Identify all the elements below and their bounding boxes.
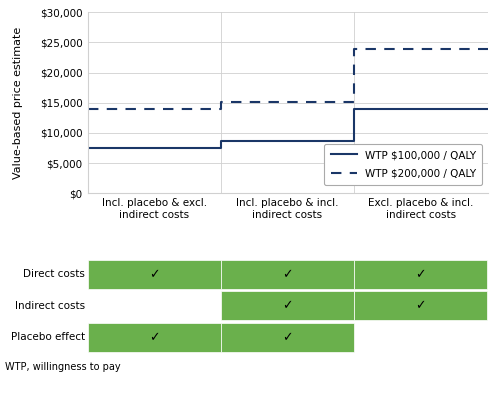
WTP $200,000 / QALY (351, 47, 357, 52)
Text: ✓: ✓ (282, 268, 293, 281)
Text: ✓: ✓ (416, 268, 426, 281)
Text: Placebo effect: Placebo effect (11, 332, 85, 342)
WTP $200,000 / QALY (84, 106, 90, 111)
WTP $100,000 / QALY (218, 146, 224, 151)
Text: WTP, willingness to pay: WTP, willingness to pay (5, 362, 120, 372)
WTP $100,000 / QALY (484, 106, 490, 111)
WTP $200,000 / QALY (218, 106, 224, 111)
WTP $100,000 / QALY (218, 139, 224, 143)
Text: ✓: ✓ (149, 331, 160, 344)
Text: Indirect costs: Indirect costs (15, 301, 85, 311)
Text: Direct costs: Direct costs (23, 270, 85, 279)
Text: ✓: ✓ (282, 299, 293, 312)
WTP $200,000 / QALY (484, 47, 490, 52)
Legend: WTP $100,000 / QALY, WTP $200,000 / QALY: WTP $100,000 / QALY, WTP $200,000 / QALY (324, 144, 482, 185)
Text: ✓: ✓ (416, 299, 426, 312)
WTP $200,000 / QALY (218, 99, 224, 104)
Line: WTP $100,000 / QALY: WTP $100,000 / QALY (88, 109, 488, 148)
WTP $100,000 / QALY (84, 146, 90, 151)
Text: ✓: ✓ (149, 268, 160, 281)
Text: ✓: ✓ (282, 331, 293, 344)
WTP $100,000 / QALY (351, 139, 357, 143)
WTP $200,000 / QALY (351, 99, 357, 104)
WTP $100,000 / QALY (351, 106, 357, 111)
Line: WTP $200,000 / QALY: WTP $200,000 / QALY (88, 49, 488, 109)
Y-axis label: Value-based price estimate: Value-based price estimate (14, 27, 24, 179)
